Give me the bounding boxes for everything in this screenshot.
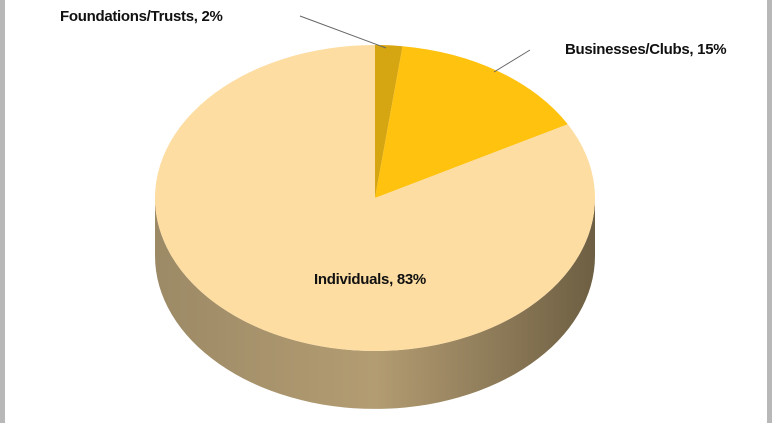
pie-slice [375, 45, 403, 198]
slice-label: Foundations/Trusts, 2% [60, 8, 223, 25]
leader-line [299, 15, 387, 49]
leader-line [493, 49, 531, 73]
slice-label: Businesses/Clubs, 15% [565, 41, 726, 58]
pie-side [155, 198, 595, 409]
pie-slice [155, 45, 595, 351]
pie-slice [375, 46, 568, 198]
left-border [0, 0, 5, 423]
slice-label: Individuals, 83% [314, 271, 426, 288]
right-border [767, 0, 772, 423]
pie [155, 45, 595, 409]
